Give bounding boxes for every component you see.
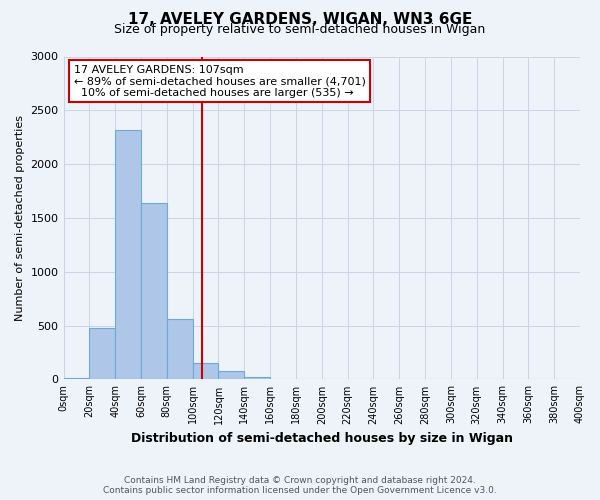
Text: 17 AVELEY GARDENS: 107sqm
← 89% of semi-detached houses are smaller (4,701)
  10: 17 AVELEY GARDENS: 107sqm ← 89% of semi-… (74, 64, 366, 98)
X-axis label: Distribution of semi-detached houses by size in Wigan: Distribution of semi-detached houses by … (131, 432, 513, 445)
Bar (218, 371, 244, 380)
Text: 17, AVELEY GARDENS, WIGAN, WN3 6GE: 17, AVELEY GARDENS, WIGAN, WN3 6GE (128, 12, 472, 28)
Text: Size of property relative to semi-detached houses in Wigan: Size of property relative to semi-detach… (115, 22, 485, 36)
Bar (270, 379, 296, 380)
Text: Contains HM Land Registry data © Crown copyright and database right 2024.
Contai: Contains HM Land Registry data © Crown c… (103, 476, 497, 495)
Bar (244, 376, 270, 380)
Bar (193, 364, 218, 380)
Bar (115, 130, 141, 380)
Bar (141, 203, 167, 380)
Y-axis label: Number of semi-detached properties: Number of semi-detached properties (15, 115, 25, 321)
Bar (167, 319, 193, 380)
Bar (64, 378, 89, 380)
Bar (89, 328, 115, 380)
